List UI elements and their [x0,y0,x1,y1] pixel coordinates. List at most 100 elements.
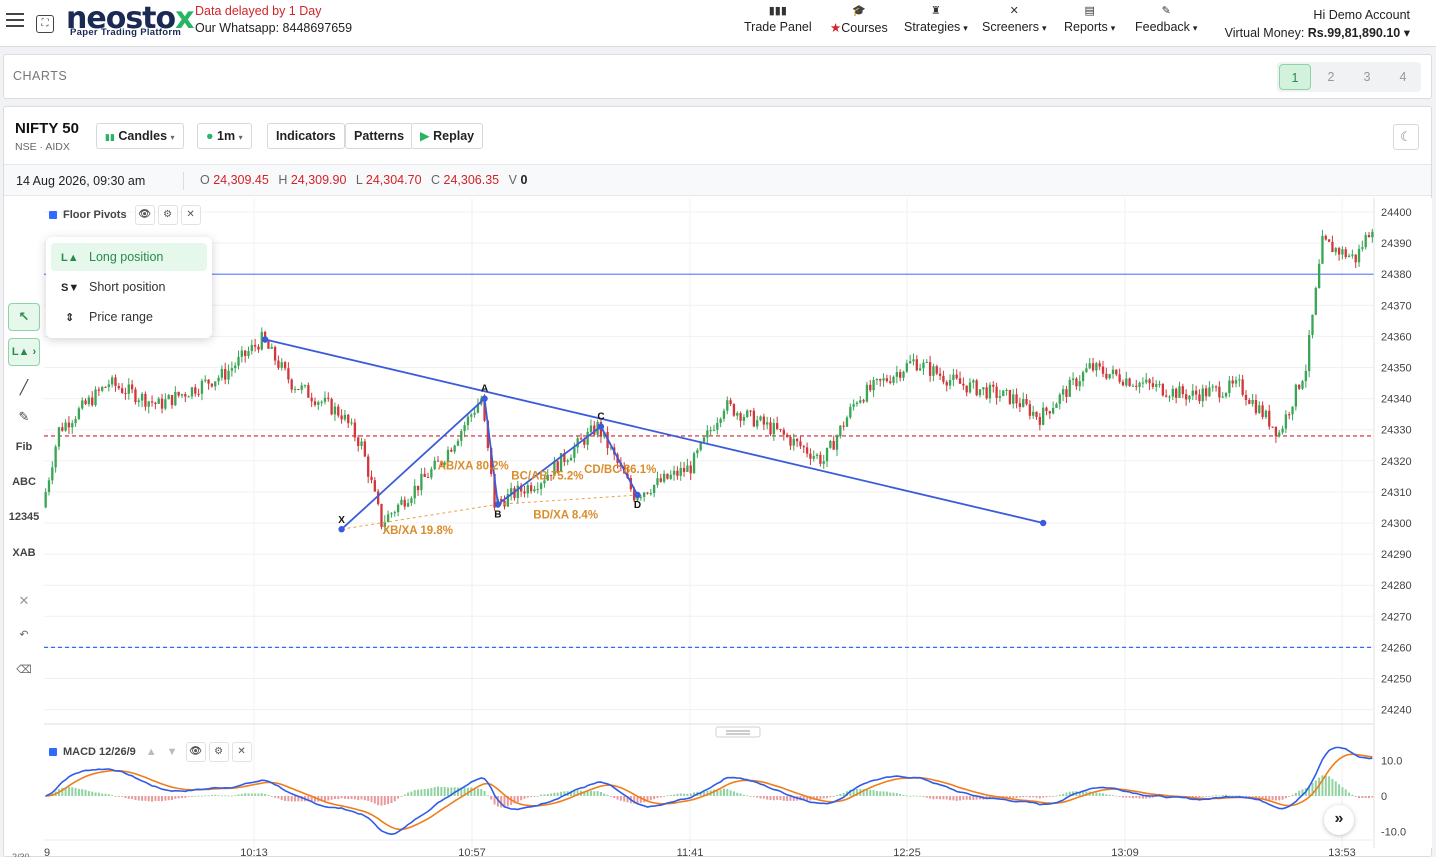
candle-body [1055,403,1058,408]
hamburger-menu-icon[interactable] [6,13,24,29]
settings-icon[interactable]: ⚙ [157,205,178,225]
candle-body [699,441,702,451]
layout-page-2[interactable]: 2 [1327,70,1335,84]
nav-screeners[interactable]: ✕ Screeners ▾ [982,5,1047,34]
macd-histogram-bar [217,795,220,797]
macd-histogram-bar [373,796,376,804]
brush-tool-icon[interactable]: ✎ [18,409,30,424]
nav-feedback[interactable]: ✎ Feedback ▾ [1135,5,1198,34]
macd-histogram-bar [965,796,968,800]
candle-body [569,457,573,461]
erase-all-icon[interactable]: ⌫ [16,664,32,676]
long-position-item[interactable]: L▲ Long position [51,243,207,271]
elliott-wave-tool[interactable]: 12345 [8,511,40,523]
interval-button[interactable]: ● 1m ▾ [197,123,252,149]
candle-body [766,422,769,425]
move-up-icon[interactable]: ▲ [145,746,157,758]
close-icon[interactable]: ✕ [180,205,201,225]
candle-body [1118,374,1121,382]
candle-body [656,478,659,485]
candle-body [174,391,177,406]
layout-page-4[interactable]: 4 [1399,70,1407,84]
chart-type-button[interactable]: ▮▮ Candles ▾ [96,123,184,149]
account-info[interactable]: Hi Demo Account Virtual Money: Rs.99,81,… [1225,6,1410,42]
candle-body [556,461,559,472]
long-short-tool[interactable]: L▲ › [8,338,40,366]
macd-histogram-bar [486,795,489,797]
candle-body [1032,411,1035,416]
candle-body [559,453,563,472]
settings-icon[interactable]: ⚙ [208,742,229,762]
undo-icon[interactable]: ↶ [19,629,29,641]
abc-tool[interactable]: ABC [12,476,36,488]
delete-icon[interactable]: ✕ [18,593,30,608]
macd-histogram-bar [237,794,240,796]
macd-histogram-bar [666,795,669,797]
candle-body [160,398,164,409]
scroll-to-latest-button[interactable]: » [1324,805,1354,835]
nav-strategies[interactable]: ♜ Strategies ▾ [904,5,968,34]
time-tick-label: 12:25 [893,847,921,857]
trendline-tool-icon[interactable]: ╱ [19,379,29,395]
xabcd-tool[interactable]: XAB [12,547,36,559]
candle-body [696,450,699,454]
pen-icon: ✎ [1161,5,1171,17]
macd-histogram-bar [197,795,200,797]
macd-histogram-bar [1141,796,1144,799]
macd-histogram-bar [1215,795,1218,797]
top-bar: ⛶ neostox Paper Trading Platform Data de… [0,0,1436,47]
fib-tool[interactable]: Fib [15,441,33,453]
price-range-item[interactable]: ⇕ Price range [51,303,207,331]
macd-histogram-bar [496,796,499,807]
candle-body [1025,399,1028,405]
replay-button[interactable]: ▶ Replay [411,123,484,149]
theme-toggle-icon[interactable]: ☾ [1393,124,1419,150]
candle-body [679,468,682,476]
macd-histogram-bar [669,794,672,796]
layout-page-3[interactable]: 3 [1363,70,1371,84]
move-down-icon[interactable]: ▼ [166,746,178,758]
nav-trade-panel[interactable]: ▮▮▮ Trade Panel [744,5,812,34]
macd-histogram-bar [164,796,167,801]
candle-body [912,359,915,362]
macd-histogram-bar [889,792,892,796]
short-position-item[interactable]: S▼ Short position [51,273,207,301]
floor-pivots-label[interactable]: Floor Pivots [63,209,127,221]
candle-body [1018,403,1022,407]
macd-histogram-bar [343,796,346,799]
macd-histogram-bar [1065,792,1068,796]
cursor-tool-icon[interactable]: ↖ [8,303,40,331]
macd-histogram-bar [786,796,789,802]
macd-histogram-bar [247,793,250,796]
logo[interactable]: neostox [66,1,195,36]
patterns-button[interactable]: Patterns [345,123,414,149]
macd-label[interactable]: MACD 12/26/9 [63,746,136,758]
candle-body [672,470,676,475]
eye-icon[interactable]: 👁 [134,205,155,225]
trendline-handle [261,336,269,343]
symbol-name[interactable]: NIFTY 50 [15,120,79,137]
pattern-ratio-label: BD/XA 8.4% [533,510,598,522]
candle-body [433,460,436,470]
nav-courses[interactable]: 🎓 ★Courses [830,5,888,35]
macd-histogram-bar [520,796,523,801]
candle-body [1198,394,1201,402]
eye-icon[interactable]: 👁 [185,742,206,762]
indicators-button[interactable]: Indicators [267,123,345,149]
candle-body [908,361,912,364]
layout-page-1[interactable]: 1 [1279,64,1311,90]
close-icon[interactable]: ✕ [231,742,252,762]
candle-body [97,389,101,391]
nav-reports[interactable]: ▤ Reports ▾ [1064,5,1116,34]
macd-histogram-bar [1058,794,1061,796]
candle-body [450,449,453,452]
macd-histogram-bar [978,796,981,800]
candle-body [978,389,982,396]
fullscreen-icon[interactable]: ⛶ [36,15,54,33]
candle-body [573,447,576,458]
macd-histogram-bar [1198,796,1201,798]
pattern-point-label: B [494,509,501,520]
candle-body [107,384,111,387]
macd-histogram-bar [1018,796,1021,798]
